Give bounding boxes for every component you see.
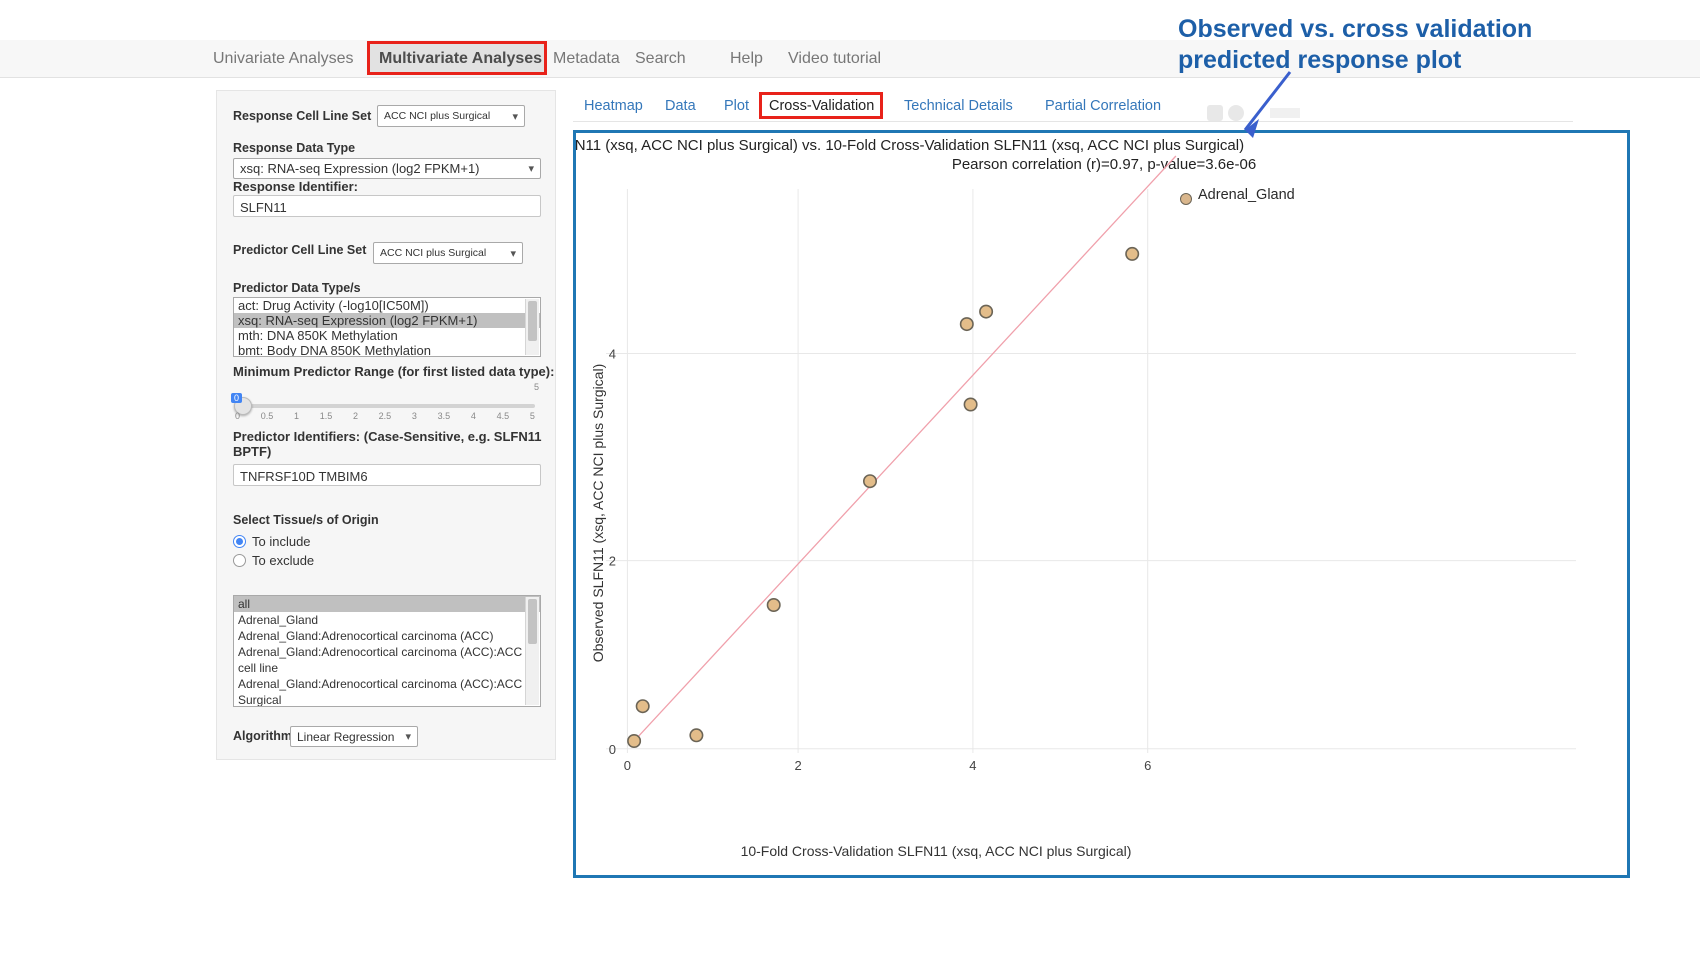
svg-text:6: 6 [1144, 758, 1151, 773]
svg-text:4: 4 [609, 347, 616, 362]
svg-text:2: 2 [609, 554, 616, 569]
svg-text:0: 0 [624, 758, 631, 773]
svg-text:0: 0 [609, 742, 616, 757]
svg-text:2: 2 [794, 758, 801, 773]
svg-text:4: 4 [969, 758, 976, 773]
